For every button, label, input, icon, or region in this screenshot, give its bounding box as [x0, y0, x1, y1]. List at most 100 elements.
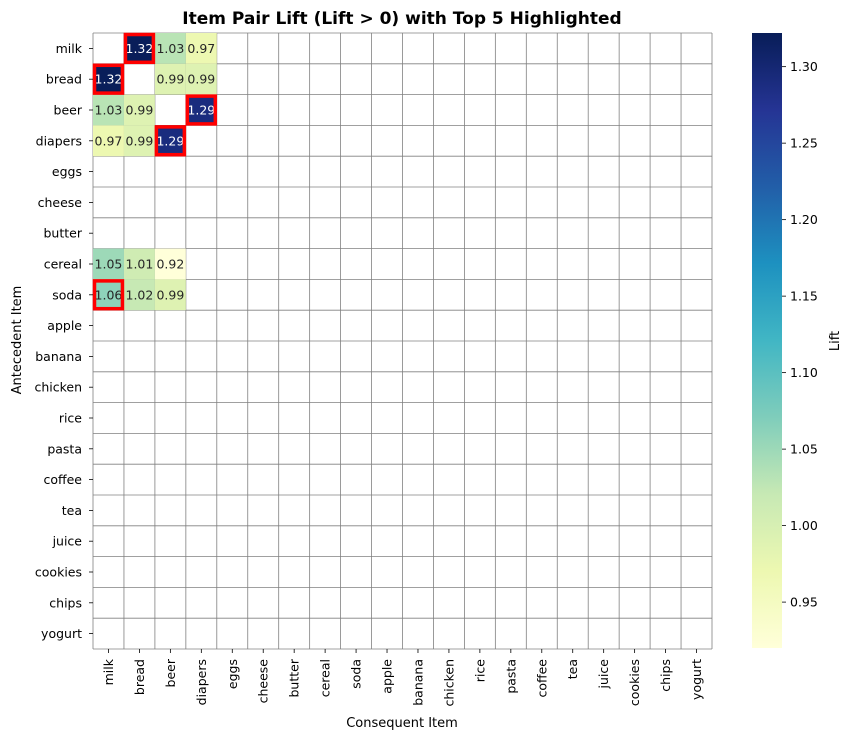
- colorbar-tick-label: 1.15: [790, 289, 818, 304]
- heatmap-cells: [93, 33, 217, 311]
- heatmap-cell: [123, 94, 155, 126]
- x-tick-label: beer: [163, 658, 178, 687]
- cell-value-label: 0.97: [95, 133, 123, 148]
- cell-value-label: 1.05: [95, 257, 123, 272]
- x-tick-label: coffee: [534, 659, 549, 698]
- x-tick-label: cereal: [318, 659, 333, 697]
- y-tick-label: milk: [56, 41, 83, 56]
- cell-labels: 1.32 1.03 0.971.32 0.99 0.991.03 0.99 1.290.97…: [95, 41, 216, 302]
- heatmap-cell: [154, 279, 186, 311]
- colorbar-tick-label: 1.30: [790, 59, 818, 74]
- x-tick-label: bread: [132, 659, 147, 695]
- colorbar-gradient: [752, 33, 782, 648]
- x-tick-label: eggs: [225, 659, 240, 689]
- highlight-boxes: [92, 32, 218, 311]
- highlight-box: [185, 94, 218, 126]
- y-tick-label: apple: [47, 318, 82, 333]
- y-tick-label: bread: [46, 72, 82, 87]
- heatmap-cell: [154, 248, 186, 280]
- cell-value-label: 1.02: [126, 287, 154, 302]
- heatmap-cell: [185, 94, 217, 126]
- heatmap-cell: [93, 125, 124, 157]
- y-tick-label: beer: [54, 103, 83, 118]
- y-tick-label: butter: [44, 226, 83, 241]
- heatmap-cell: [154, 125, 186, 157]
- cell-value-label: 1.32: [126, 41, 154, 56]
- x-tick-label: milk: [101, 658, 116, 685]
- y-tick-label: diapers: [36, 133, 82, 148]
- highlight-box: [92, 279, 125, 311]
- x-tick-label: rice: [472, 659, 487, 682]
- y-tick-label: tea: [62, 503, 82, 518]
- cell-value-label: 0.92: [156, 257, 184, 272]
- colorbar: 0.95 1.00 1.05 1.10 1.15 1.20 1.25 1.30 Lift: [752, 33, 843, 648]
- highlight-box: [92, 63, 125, 95]
- x-tick-label: juice: [596, 659, 611, 690]
- x-tick-label: butter: [287, 658, 302, 697]
- y-tick-label: chips: [49, 595, 82, 610]
- x-tick-label: soda: [349, 659, 364, 689]
- highlight-box: [154, 125, 187, 157]
- heatmap-cell: [185, 63, 217, 95]
- x-tick-label: chicken: [441, 659, 456, 707]
- colorbar-tick-label: 1.10: [790, 365, 818, 380]
- cell-value-label: 0.99: [156, 287, 184, 302]
- x-tick-label: chips: [658, 659, 673, 692]
- y-tick-label: eggs: [52, 164, 82, 179]
- x-tick-label: cookies: [627, 659, 642, 706]
- colorbar-label: Lift: [828, 331, 843, 351]
- cell-value-label: 0.99: [156, 72, 184, 87]
- cell-value-label: 1.29: [156, 133, 184, 148]
- heatmap-cell: [123, 279, 155, 311]
- y-tick-label: yogurt: [41, 626, 82, 641]
- cell-value-label: 1.06: [95, 287, 123, 302]
- heatmap-cell: [123, 125, 155, 157]
- cell-value-label: 1.03: [95, 103, 123, 118]
- colorbar-tick-label: 1.05: [790, 442, 818, 457]
- x-tick-label: tea: [565, 659, 580, 679]
- cell-value-label: 1.01: [126, 257, 154, 272]
- y-tick-labels: milk bread beer diapers eggs cheese butter cere…: [34, 41, 93, 641]
- y-tick-label: soda: [52, 287, 82, 302]
- x-tick-label: diapers: [194, 659, 209, 705]
- colorbar-tick-label: 0.95: [790, 595, 818, 610]
- x-tick-label: yogurt: [689, 659, 704, 700]
- cell-value-label: 0.97: [187, 41, 215, 56]
- cell-value-label: 1.29: [187, 103, 215, 118]
- x-axis-label: Consequent Item: [346, 716, 458, 731]
- colorbar-ticks: 0.95 1.00 1.05 1.10 1.15 1.20 1.25 1.30: [782, 59, 818, 610]
- cell-value-label: 1.32: [95, 72, 123, 87]
- heatmap-cell: [123, 248, 155, 280]
- heatmap-cell: [93, 279, 124, 311]
- y-tick-label: cheese: [38, 195, 83, 210]
- y-tick-label: rice: [59, 411, 82, 426]
- x-tick-label: banana: [410, 659, 425, 706]
- cell-value-label: 0.99: [126, 103, 154, 118]
- x-tick-label: pasta: [503, 659, 518, 694]
- heatmap-cell: [154, 63, 186, 95]
- heatmap-cell: [93, 94, 124, 126]
- heatmap-cell: [93, 248, 124, 280]
- heatmap-cell: [185, 33, 217, 64]
- y-tick-label: chicken: [34, 380, 82, 395]
- colorbar-tick-label: 1.00: [790, 518, 818, 533]
- y-tick-label: banana: [35, 349, 82, 364]
- colorbar-tick-label: 1.20: [790, 212, 818, 227]
- y-tick-label: cookies: [35, 565, 82, 580]
- cell-value-label: 0.99: [126, 133, 154, 148]
- y-tick-label: juice: [52, 534, 83, 549]
- x-tick-label: cheese: [256, 659, 271, 704]
- heatmap-grid: [92, 32, 713, 650]
- highlight-box: [123, 32, 156, 65]
- heatmap-cell: [123, 33, 155, 64]
- heatmap-cell: [93, 63, 124, 95]
- x-tick-labels: milk bread beer diapers eggs cheese butter cere…: [101, 649, 704, 707]
- y-tick-label: pasta: [47, 441, 82, 456]
- cell-value-label: 0.99: [187, 72, 215, 87]
- heatmap-cell: [154, 33, 186, 64]
- y-tick-label: coffee: [43, 472, 82, 487]
- cell-value-label: 1.03: [156, 41, 184, 56]
- y-axis-label: Antecedent Item: [10, 286, 25, 395]
- x-tick-label: apple: [380, 659, 395, 694]
